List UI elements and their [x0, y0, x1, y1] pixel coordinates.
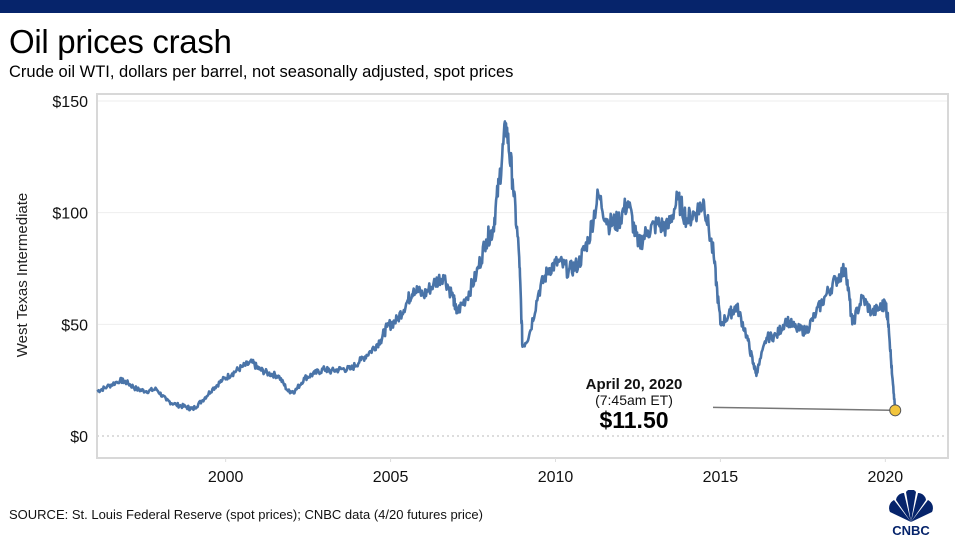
annotation-leader-line — [712, 406, 896, 412]
annotation-value: $11.50 — [599, 407, 668, 433]
y-axis-label: West Texas Intermediate — [14, 193, 31, 358]
x-tick-label: 2020 — [868, 469, 904, 486]
y-tick-label: $100 — [52, 206, 88, 223]
annotation-marker — [889, 404, 902, 417]
x-tick-label: 2005 — [373, 469, 409, 486]
grid-lines — [97, 100, 948, 437]
source-note: SOURCE: St. Louis Federal Reserve (spot … — [9, 507, 483, 522]
y-tick-label: $50 — [61, 317, 88, 334]
annotation-date: April 20, 2020 — [586, 376, 683, 393]
series-group — [96, 120, 897, 412]
y-axis: $0 $50 $100 $150 — [52, 94, 88, 446]
chart-subtitle: Crude oil WTI, dollars per barrel, not s… — [9, 63, 514, 81]
chart-title: Oil prices crash — [9, 23, 232, 60]
cnbc-logo-text: CNBC — [892, 523, 930, 536]
x-tick-label: 2000 — [208, 469, 244, 486]
x-axis: 2000 2005 2010 2015 2020 — [208, 458, 903, 486]
y-tick-label: $150 — [52, 94, 88, 111]
plot-frame — [96, 93, 949, 459]
top-brand-bar — [0, 0, 955, 13]
y-tick-label: $0 — [70, 429, 88, 446]
x-tick-label: 2010 — [538, 469, 574, 486]
x-tick-label: 2015 — [703, 469, 739, 486]
series-line-wti — [96, 120, 897, 412]
annotation-time: (7:45am ET) — [595, 392, 673, 408]
cnbc-peacock-logo-icon: CNBC — [889, 490, 933, 536]
